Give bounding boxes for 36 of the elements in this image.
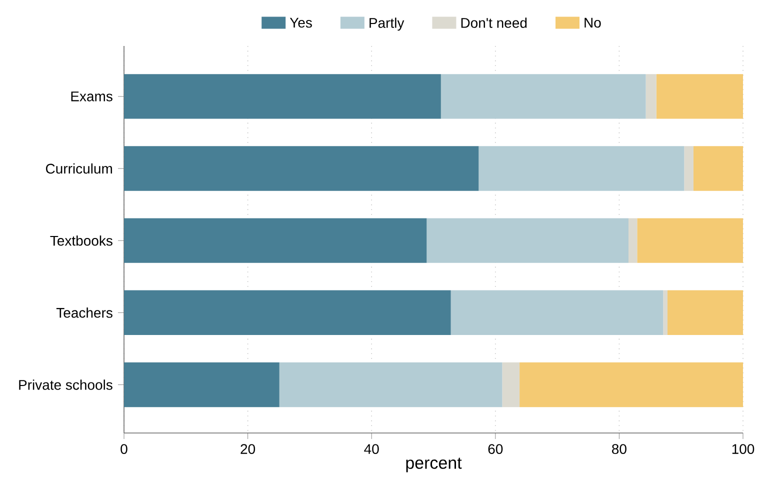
y-tick-label: Curriculum — [46, 163, 112, 174]
bar — [520, 362, 743, 408]
y-tick-label: Private schools — [19, 380, 112, 390]
legend-label: Don't need — [461, 18, 527, 28]
x-tick-label: 80 — [612, 444, 626, 454]
legend-label: Partly — [370, 18, 404, 31]
bar — [426, 218, 628, 263]
x-tick-label: 100 — [732, 444, 754, 454]
x-axis-title: percent — [406, 458, 462, 472]
y-tick-label: Exams — [71, 92, 112, 102]
bar — [637, 218, 743, 263]
bar — [124, 290, 451, 335]
y-tick-label: Teachers — [56, 308, 112, 318]
y-tick-label: Textbooks — [50, 235, 112, 246]
bar — [663, 290, 668, 335]
bar — [628, 218, 638, 263]
bar — [646, 74, 656, 119]
x-tick-label: 20 — [240, 444, 256, 454]
bar — [124, 362, 280, 408]
x-tick-label: 60 — [488, 444, 503, 454]
bar — [440, 74, 646, 119]
bar — [279, 362, 502, 408]
bar — [478, 146, 684, 191]
bar — [656, 74, 743, 119]
bar — [693, 146, 743, 191]
bar — [667, 290, 743, 335]
legend-label: No — [584, 18, 601, 28]
bar — [684, 146, 694, 191]
bar — [502, 362, 520, 408]
x-tick-label: 0 — [120, 444, 128, 454]
bar — [450, 290, 664, 335]
legend-label: Yes — [290, 18, 312, 28]
bar — [124, 146, 479, 191]
x-tick-label: 40 — [364, 444, 379, 454]
bar — [124, 218, 427, 263]
bar — [124, 74, 441, 119]
